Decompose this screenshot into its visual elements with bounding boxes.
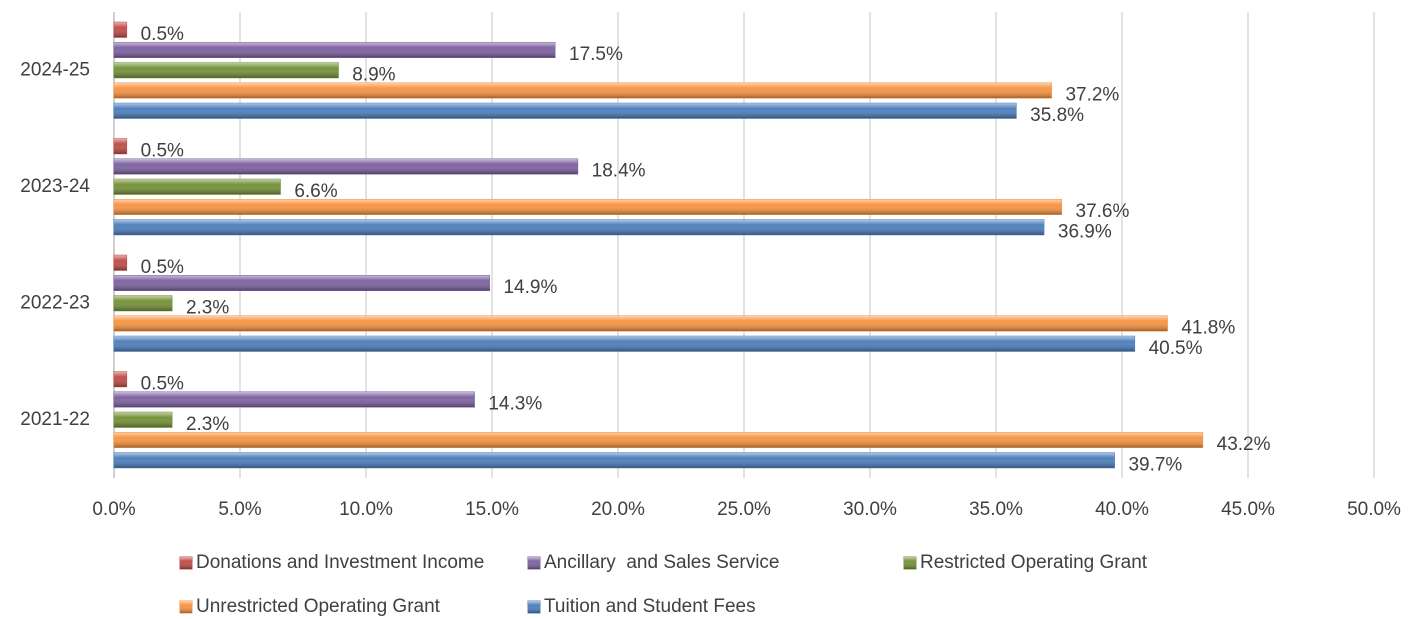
value-label: 0.5% (141, 257, 184, 278)
value-label: 0.5% (141, 373, 184, 394)
legend-swatch-shade (528, 601, 540, 613)
bar-shade (114, 392, 475, 407)
bar-shade (114, 179, 281, 195)
x-tick-label: 0.0% (92, 499, 135, 520)
bar-shade (114, 255, 127, 271)
value-label: 40.5% (1149, 338, 1203, 359)
bar-shade (114, 22, 127, 38)
bar-shade (114, 316, 1168, 331)
value-label: 41.8% (1181, 318, 1235, 339)
y-tick-label: 2024-25 (20, 59, 90, 80)
value-label: 2.3% (186, 297, 229, 318)
legend-label: Donations and Investment Income (196, 552, 484, 573)
bar-shade (114, 138, 127, 154)
value-label: 6.6% (294, 181, 337, 202)
bar-shade (114, 219, 1044, 235)
value-label: 43.2% (1217, 434, 1271, 455)
bar-shade (114, 432, 1203, 448)
value-label: 0.5% (141, 24, 184, 45)
y-tick-label: 2022-23 (20, 292, 90, 313)
x-tick-label: 10.0% (339, 499, 393, 520)
y-tick-label: 2023-24 (20, 176, 90, 197)
x-tick-label: 20.0% (591, 499, 645, 520)
value-label: 35.8% (1030, 105, 1084, 126)
value-label: 0.5% (141, 140, 184, 161)
legend-swatch-shade (180, 601, 192, 613)
legend-swatch-shade (180, 557, 192, 569)
value-label: 17.5% (569, 44, 623, 65)
value-label: 2.3% (186, 414, 229, 435)
x-tick-label: 35.0% (969, 499, 1023, 520)
bar-shade (114, 336, 1135, 352)
bar-shade (114, 199, 1062, 215)
value-label: 37.2% (1065, 85, 1119, 106)
bar-shade (114, 371, 127, 387)
bar-shade (114, 103, 1017, 119)
bar-shade (114, 159, 578, 174)
x-tick-label: 25.0% (717, 499, 771, 520)
value-label: 14.3% (488, 394, 542, 415)
legend-label: Unrestricted Operating Grant (196, 596, 441, 617)
legend-label: Tuition and Student Fees (544, 596, 756, 617)
value-label: 18.4% (592, 161, 646, 182)
x-tick-label: 15.0% (465, 499, 519, 520)
bar-shade (114, 295, 172, 311)
value-label: 39.7% (1128, 454, 1182, 475)
bar-shade (114, 42, 555, 58)
bar-shade (114, 83, 1052, 98)
legend-swatch-shade (904, 557, 916, 569)
x-tick-label: 30.0% (843, 499, 897, 520)
x-tick-label: 50.0% (1347, 499, 1401, 520)
bar-shade (114, 412, 172, 428)
bar-shade (114, 275, 490, 291)
value-label: 14.9% (503, 277, 557, 298)
value-label: 37.6% (1076, 201, 1130, 222)
legend-label: Ancillary and Sales Service (544, 552, 780, 573)
value-label: 8.9% (352, 64, 395, 85)
value-label: 36.9% (1058, 221, 1112, 242)
x-tick-label: 5.0% (218, 499, 261, 520)
legend-swatch-shade (528, 557, 540, 569)
bar-shade (114, 452, 1115, 468)
y-tick-label: 2021-22 (20, 409, 90, 430)
x-tick-label: 45.0% (1221, 499, 1275, 520)
bar-shade (114, 62, 339, 78)
x-tick-label: 40.0% (1095, 499, 1149, 520)
legend-label: Restricted Operating Grant (920, 552, 1148, 573)
